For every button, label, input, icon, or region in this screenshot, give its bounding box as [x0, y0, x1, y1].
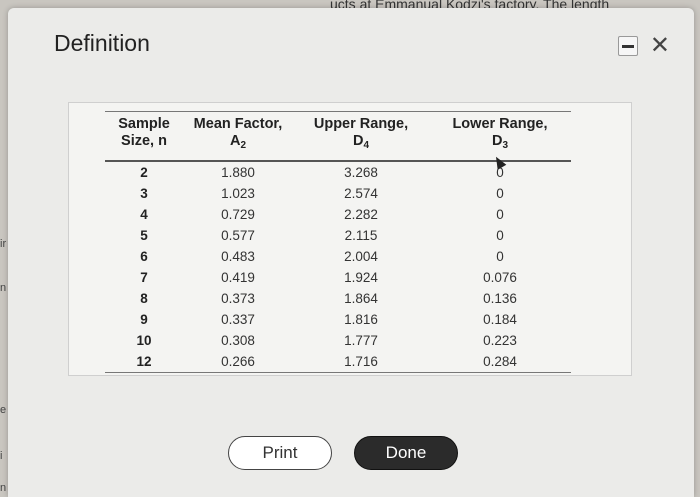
table-row: 5 0.577 2.115 0 [140, 228, 504, 243]
table-row: 9 0.337 1.816 0.184 [140, 312, 517, 327]
background-edge-text: ir n e i n [0, 0, 10, 497]
window-controls: ✕ [617, 32, 670, 59]
table-row: 12 0.266 1.716 0.284 [105, 351, 571, 373]
table-row: 6 0.483 2.004 0 [140, 249, 504, 264]
header-upper-range: Upper Range, D4 [293, 111, 429, 162]
table-row: 7 0.419 1.924 0.076 [140, 270, 517, 285]
header-sample-size: Sample Size, n [105, 111, 183, 162]
definition-dialog: Definition ✕ Sample Size, n Mean Factor,… [8, 8, 694, 497]
table-row: 4 0.729 2.282 0 [140, 207, 504, 222]
table-row: 2 1.880 3.268 0 [140, 165, 504, 180]
header-lower-range: Lower Range, D3 [429, 111, 571, 162]
edge-letter: e [0, 404, 7, 416]
table-row: 3 1.023 2.574 0 [140, 186, 504, 201]
edge-letter: n [0, 282, 7, 294]
factors-table: Sample Size, n Mean Factor, A2 Upper Ran… [105, 111, 571, 373]
edge-letter: i [0, 450, 3, 462]
header-mean-factor: Mean Factor, A2 [183, 111, 293, 162]
table-header-row: Sample Size, n Mean Factor, A2 Upper Ran… [105, 111, 571, 162]
control-chart-factors-table: Sample Size, n Mean Factor, A2 Upper Ran… [68, 102, 632, 376]
print-button[interactable]: Print [228, 436, 332, 470]
table-row: 10 0.308 1.777 0.223 [136, 333, 517, 348]
done-button[interactable]: Done [354, 436, 458, 470]
edge-letter: ir [0, 238, 7, 250]
dialog-title: Definition [54, 30, 150, 56]
close-icon[interactable]: ✕ [649, 32, 670, 59]
edge-letter: n [0, 482, 7, 494]
table-row: 8 0.373 1.864 0.136 [140, 291, 517, 306]
minimize-icon[interactable] [617, 36, 638, 56]
